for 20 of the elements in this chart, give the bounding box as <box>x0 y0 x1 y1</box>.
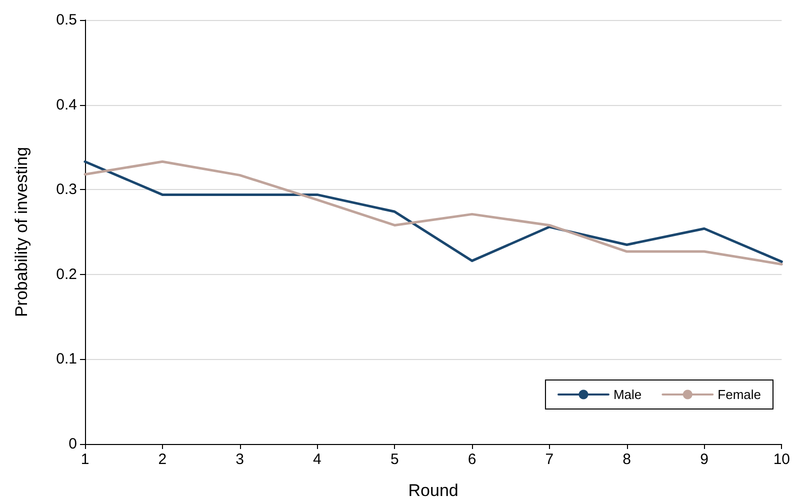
x-tick-label: 10 <box>773 451 790 468</box>
y-tick-label: 0.5 <box>56 12 77 28</box>
x-tick-label: 5 <box>390 451 399 468</box>
x-tick-label: 3 <box>236 451 244 468</box>
y-tick-label: 0.4 <box>56 96 77 114</box>
y-tick-label: 0 <box>68 436 77 452</box>
x-tick-label: 8 <box>622 451 632 468</box>
x-tick-label: 9 <box>700 451 708 468</box>
y-tick-label: 0.1 <box>56 350 77 368</box>
x-tick-label: 1 <box>80 451 90 468</box>
x-axis-title: Round <box>408 481 458 500</box>
y-tick-label: 0.3 <box>56 181 77 198</box>
legend-label: Female <box>718 387 762 402</box>
y-tick-label: 0.2 <box>56 266 77 283</box>
x-tick-label: 6 <box>468 451 476 468</box>
y-axis-title: Probability of investing <box>12 146 31 318</box>
legend-label: Male <box>613 387 642 402</box>
x-tick-label: 2 <box>158 451 167 468</box>
x-tick-label: 7 <box>545 451 554 468</box>
x-tick-label: 4 <box>313 451 322 468</box>
